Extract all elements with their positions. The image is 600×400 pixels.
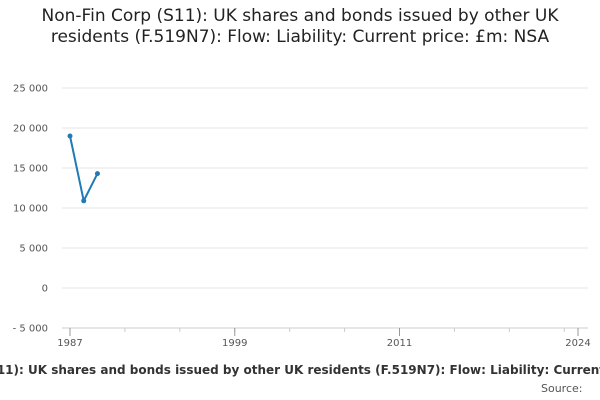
y-tick-label: - 5 000 [13, 324, 48, 335]
data-point[interactable] [94, 171, 100, 177]
y-tick-label: 0 [42, 284, 48, 295]
x-axis-title: Non-Fin Corp (S11): UK shares and bonds … [0, 363, 600, 377]
data-point[interactable] [67, 133, 73, 139]
series-layer [67, 133, 100, 204]
y-axis-ticks: - 5 000 0 5 000 10 000 15 000 20 000 25 000 [13, 84, 48, 335]
x-tick-label: 2011 [387, 338, 412, 349]
y-tick-label: 15 000 [13, 164, 48, 175]
source-label: Source: [541, 382, 583, 395]
y-tick-label: 5 000 [19, 244, 48, 255]
grid-lines [62, 87, 588, 329]
x-axis: 1987 1999 2011 2024 [57, 327, 591, 349]
y-tick-label: 10 000 [13, 204, 48, 215]
y-tick-label: 20 000 [13, 124, 48, 135]
y-tick-label: 25 000 [13, 84, 48, 95]
data-point[interactable] [81, 198, 87, 204]
x-tick-label: 2024 [565, 338, 590, 349]
chart-title: Non-Fin Corp (S11): UK shares and bonds … [41, 6, 559, 47]
x-tick-label: 1999 [222, 338, 247, 349]
source-container: Source: [0, 381, 600, 399]
x-axis-title-container: Non-Fin Corp (S11): UK shares and bonds … [0, 363, 600, 381]
x-tick-label: 1987 [57, 338, 82, 349]
